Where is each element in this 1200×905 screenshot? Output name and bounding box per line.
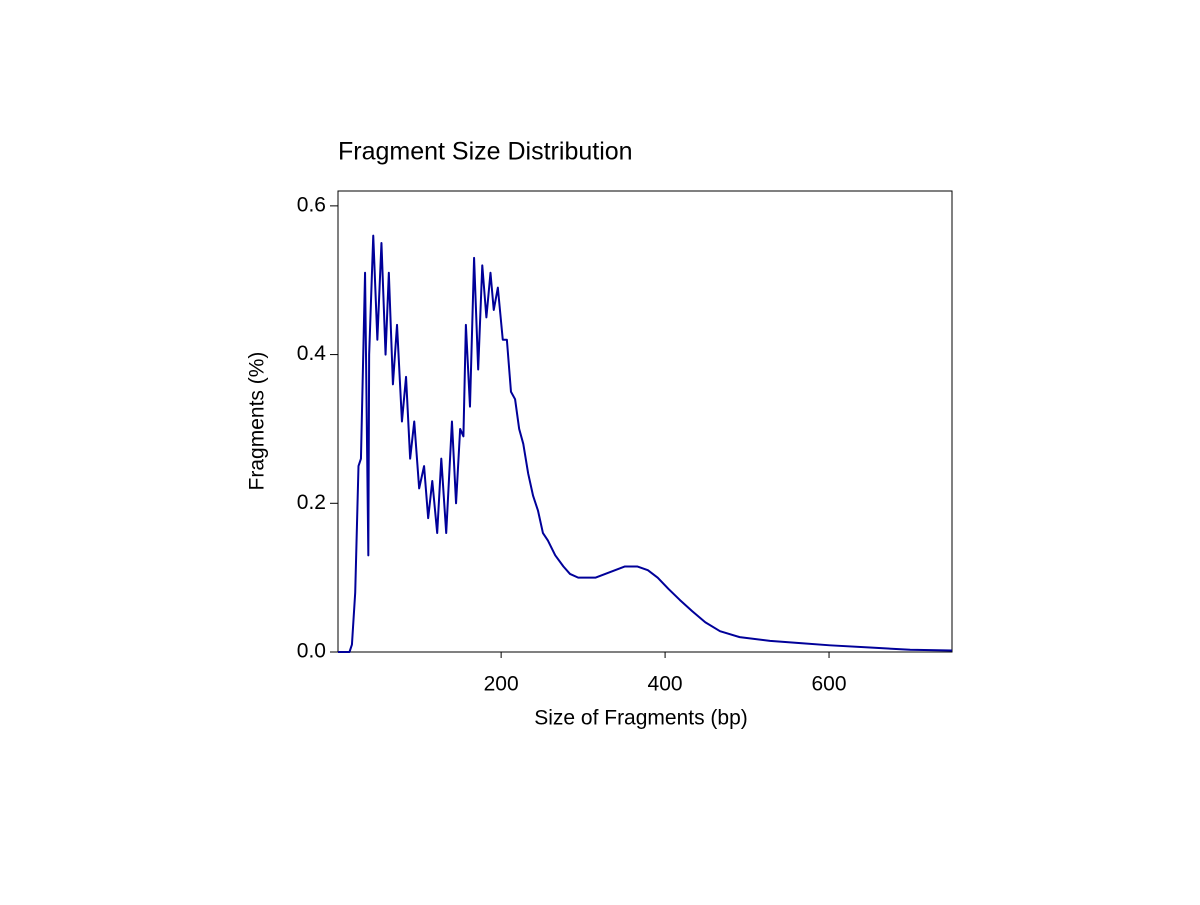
x-tick-label: 600 (812, 673, 847, 696)
y-tick-label: 0.2 (297, 491, 326, 514)
y-tick-label: 0.0 (297, 640, 326, 663)
y-axis-label: Fragments (%) (246, 352, 269, 491)
x-tick-label: 400 (648, 673, 683, 696)
x-axis-label: Size of Fragments (bp) (534, 707, 748, 730)
data-line (338, 234, 953, 653)
chart-title: Fragment Size Distribution (338, 138, 633, 166)
x-tick-label: 200 (484, 673, 519, 696)
y-tick-label: 0.6 (297, 193, 326, 216)
plot-frame (337, 190, 953, 653)
y-tick-label: 0.4 (297, 342, 327, 365)
